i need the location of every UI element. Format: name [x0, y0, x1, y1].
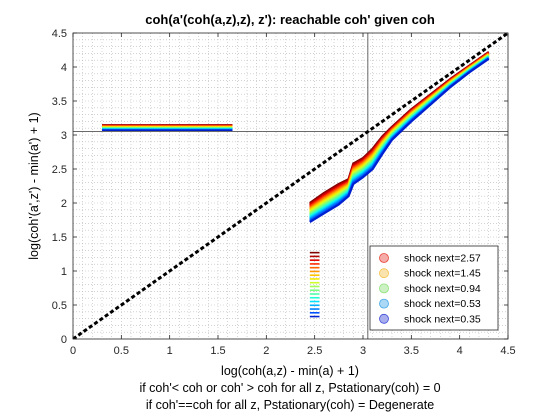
legend-label: shock next=1.45 — [404, 268, 481, 280]
x-tick-label: 3.5 — [404, 345, 419, 357]
y-tick-labels: 0 0.5 1 1.5 2 2.5 3 3.5 4 4.5 — [52, 28, 67, 346]
legend-marker — [379, 298, 389, 309]
y-tick-label: 3 — [61, 130, 67, 142]
y-tick-label: 2 — [61, 198, 67, 210]
legend-label: shock next=0.94 — [404, 283, 481, 295]
y-tick-label: 2.5 — [52, 164, 67, 176]
y-tick-label: 0.5 — [52, 300, 67, 312]
legend-marker — [379, 253, 389, 263]
reference-lines — [73, 33, 508, 339]
x-tick-label: 1 — [167, 345, 173, 357]
x-tick-label: 0.5 — [114, 345, 129, 357]
legend-marker — [379, 283, 389, 294]
y-tick-label: 1.5 — [52, 232, 67, 244]
axes — [72, 32, 509, 340]
x-axis-note-2: if coh'==coh for all z, Pstationary(coh)… — [146, 398, 434, 412]
x-axis-note-1: if coh'< coh or coh' > coh for all z, Ps… — [139, 381, 440, 395]
legend: shock next=2.57 shock next=1.45 shock next… — [369, 245, 499, 331]
series-layer — [102, 51, 490, 318]
x-tick-label: 4.5 — [500, 345, 515, 357]
y-tick-label: 1 — [61, 266, 67, 278]
x-tick-labels: 0 0.5 1 1.5 2 2.5 3 3.5 4 4.5 — [70, 345, 516, 357]
legend-marker — [379, 313, 389, 324]
legend-label: shock next=2.57 — [404, 253, 481, 265]
x-tick-label: 1.5 — [210, 345, 225, 357]
legend-marker — [379, 268, 389, 279]
x-tick-label: 0 — [70, 345, 76, 357]
y-tick-label: 0 — [61, 334, 67, 346]
main-band-line — [309, 57, 490, 223]
x-tick-label: 3 — [360, 345, 366, 357]
legend-box — [369, 245, 499, 331]
y-tick-label: 4.5 — [52, 28, 67, 40]
legend-label: shock next=0.35 — [404, 313, 481, 325]
axes-box — [72, 32, 509, 340]
x-tick-label: 2.5 — [307, 345, 322, 357]
y-tick-label: 3.5 — [52, 96, 67, 108]
diagonal-45-line — [73, 33, 508, 339]
y-tick-label: 4 — [61, 62, 67, 74]
x-tick-label: 2 — [263, 345, 269, 357]
diagonal-line — [73, 33, 508, 339]
legend-label: shock next=0.53 — [404, 298, 481, 310]
x-axis-label: log(coh(a,z) - min(a) + 1) — [221, 364, 359, 378]
chart-title: coh(a'(coh(a,z),z), z'): reachable coh' … — [145, 12, 435, 27]
y-axis-label: log(coh'(a',z') - min(a') + 1) — [27, 112, 41, 259]
x-tick-label: 4 — [457, 345, 463, 357]
